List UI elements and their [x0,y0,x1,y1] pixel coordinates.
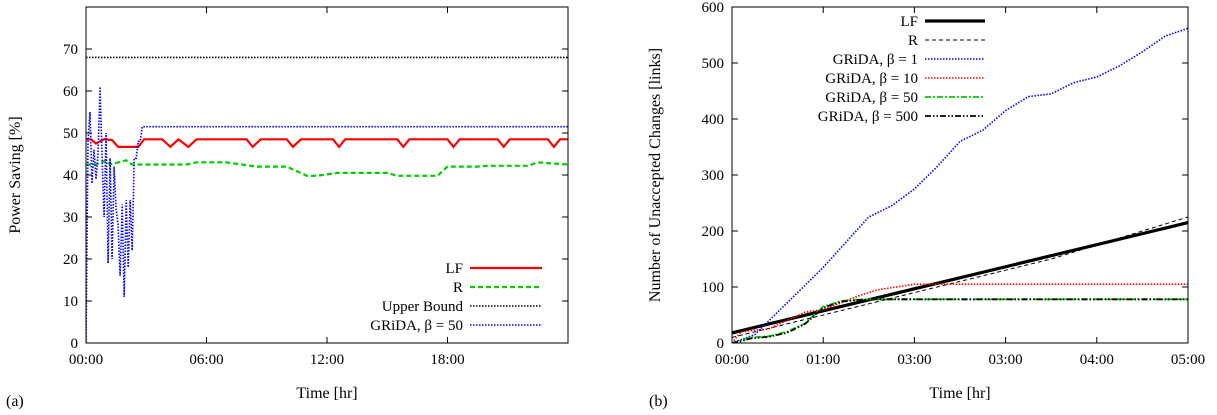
series-line-0-0 [86,137,568,149]
panel-label: (a) [6,393,24,410]
legend-label: GRiDA, β = 500 [818,109,918,125]
legend-label: R [908,33,918,49]
x-tick-label: 04:00 [1080,352,1114,368]
x-tick-label: 03:00 [989,352,1023,368]
series-line-1-0 [732,221,1188,335]
y-axis-label: Power Saving [%] [7,116,24,233]
y-tick-label: 200 [702,224,725,240]
y-tick-label: 400 [702,112,725,128]
panel-label: (b) [649,393,668,410]
y-tick-label: 40 [63,168,78,184]
y-tick-label: 300 [702,168,725,184]
x-tick-label: 03:00 [897,352,931,368]
legend-label: GRiDA, β = 1 [833,52,918,68]
series-line-1-5 [732,298,1188,343]
legend-label: GRiDA, β = 10 [825,71,918,87]
x-tick-label: 12:00 [310,352,344,368]
y-tick-label: 70 [63,42,78,58]
x-tick-label: 00:00 [715,352,749,368]
x-axis-label: Time [hr] [929,385,990,402]
legend-label: R [453,280,463,296]
legend-label: LF [445,261,463,277]
x-tick-label: 06:00 [189,352,223,368]
series-line-0-1 [86,158,568,177]
chart-panel-0: 00:00 06:00 12:00 18:00 0 10 20 30 40 50 60 70 Time … [6,6,569,410]
series-line-1-4 [732,298,1188,343]
y-tick-label: 20 [63,252,78,268]
y-tick-label: 0 [717,336,725,352]
y-tick-label: 50 [63,126,78,142]
y-tick-label: 0 [71,336,79,352]
y-tick-label: 100 [702,280,725,296]
legend-label: Upper Bound [382,299,464,315]
y-tick-label: 10 [63,294,78,310]
legend-label: LF [900,14,918,30]
y-tick-label: 600 [702,0,725,16]
y-tick-label: 60 [63,84,78,100]
x-tick-label: 00:00 [69,352,103,368]
x-axis-label: Time [hr] [296,385,357,402]
series-line-0-3 [86,86,568,343]
y-axis-label: Number of Unaccepted Changes [links] [647,48,664,302]
legend-label: GRiDA, β = 50 [370,318,463,334]
series-line-1-3 [732,283,1188,343]
legend-label: GRiDA, β = 50 [825,90,918,106]
y-tick-label: 500 [702,56,725,72]
series-line-1-2 [732,27,1188,343]
series-line-1-1 [732,216,1188,338]
x-tick-label: 18:00 [430,352,464,368]
y-tick-label: 30 [63,210,78,226]
plot-frame [731,6,1189,344]
x-tick-label: 01:00 [806,352,840,368]
chart-panel-1: 00:00 01:00 03:00 03:00 04:00 05:00 0 100 200 300… [647,0,1205,410]
x-tick-label: 05:00 [1171,352,1205,368]
